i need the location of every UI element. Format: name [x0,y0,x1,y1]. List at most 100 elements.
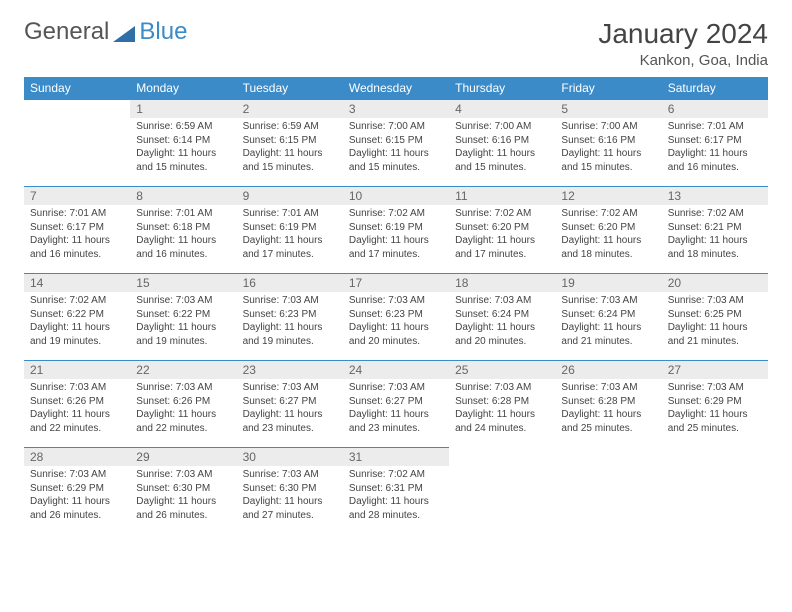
weekday-header: Sunday [24,77,130,100]
calendar-day-cell: 29Sunrise: 7:03 AMSunset: 6:30 PMDayligh… [130,448,236,535]
page-subtitle: Kankon, Goa, India [598,52,768,69]
calendar-day-cell: 13Sunrise: 7:02 AMSunset: 6:21 PMDayligh… [662,187,768,274]
day-number: 15 [130,274,236,292]
day-details: Sunrise: 7:00 AMSunset: 6:16 PMDaylight:… [449,118,555,178]
calendar-day-cell: 30Sunrise: 7:03 AMSunset: 6:30 PMDayligh… [237,448,343,535]
title-block: January 2024 Kankon, Goa, India [598,18,768,69]
day-details: Sunrise: 7:01 AMSunset: 6:19 PMDaylight:… [237,205,343,265]
day-details: Sunrise: 7:02 AMSunset: 6:21 PMDaylight:… [662,205,768,265]
day-number: 22 [130,361,236,379]
day-details: Sunrise: 7:03 AMSunset: 6:29 PMDaylight:… [662,379,768,439]
day-number: 2 [237,100,343,118]
day-number: 25 [449,361,555,379]
weekday-header-row: Sunday Monday Tuesday Wednesday Thursday… [24,77,768,100]
weekday-header: Monday [130,77,236,100]
day-number: 3 [343,100,449,118]
day-details: Sunrise: 7:03 AMSunset: 6:28 PMDaylight:… [449,379,555,439]
calendar-day-cell: 8Sunrise: 7:01 AMSunset: 6:18 PMDaylight… [130,187,236,274]
calendar-day-cell: 16Sunrise: 7:03 AMSunset: 6:23 PMDayligh… [237,274,343,361]
calendar-day-cell: 17Sunrise: 7:03 AMSunset: 6:23 PMDayligh… [343,274,449,361]
calendar-day-cell: 6Sunrise: 7:01 AMSunset: 6:17 PMDaylight… [662,100,768,187]
calendar-day-cell: 26Sunrise: 7:03 AMSunset: 6:28 PMDayligh… [555,361,661,448]
day-number: 24 [343,361,449,379]
day-details: Sunrise: 7:02 AMSunset: 6:20 PMDaylight:… [555,205,661,265]
day-number: 6 [662,100,768,118]
day-details: Sunrise: 7:02 AMSunset: 6:22 PMDaylight:… [24,292,130,352]
day-details: Sunrise: 7:01 AMSunset: 6:17 PMDaylight:… [662,118,768,178]
calendar-day-cell: 24Sunrise: 7:03 AMSunset: 6:27 PMDayligh… [343,361,449,448]
weekday-header: Wednesday [343,77,449,100]
day-number: 9 [237,187,343,205]
day-number: 29 [130,448,236,466]
calendar-day-cell: 2Sunrise: 6:59 AMSunset: 6:15 PMDaylight… [237,100,343,187]
day-details: Sunrise: 7:03 AMSunset: 6:26 PMDaylight:… [130,379,236,439]
day-number: 12 [555,187,661,205]
day-details: Sunrise: 6:59 AMSunset: 6:15 PMDaylight:… [237,118,343,178]
calendar-week-row: 28Sunrise: 7:03 AMSunset: 6:29 PMDayligh… [24,448,768,535]
calendar-day-cell: 28Sunrise: 7:03 AMSunset: 6:29 PMDayligh… [24,448,130,535]
day-details: Sunrise: 7:02 AMSunset: 6:19 PMDaylight:… [343,205,449,265]
day-details: Sunrise: 7:00 AMSunset: 6:15 PMDaylight:… [343,118,449,178]
day-details: Sunrise: 7:03 AMSunset: 6:24 PMDaylight:… [449,292,555,352]
day-details: Sunrise: 7:03 AMSunset: 6:30 PMDaylight:… [237,466,343,526]
day-number: 26 [555,361,661,379]
calendar-day-cell: 12Sunrise: 7:02 AMSunset: 6:20 PMDayligh… [555,187,661,274]
calendar-day-cell: 5Sunrise: 7:00 AMSunset: 6:16 PMDaylight… [555,100,661,187]
day-details: Sunrise: 7:03 AMSunset: 6:24 PMDaylight:… [555,292,661,352]
calendar-day-cell: 1Sunrise: 6:59 AMSunset: 6:14 PMDaylight… [130,100,236,187]
weekday-header: Tuesday [237,77,343,100]
logo: General Blue [24,18,187,46]
calendar-day-cell: 10Sunrise: 7:02 AMSunset: 6:19 PMDayligh… [343,187,449,274]
day-details: Sunrise: 7:03 AMSunset: 6:27 PMDaylight:… [237,379,343,439]
calendar-day-cell: 27Sunrise: 7:03 AMSunset: 6:29 PMDayligh… [662,361,768,448]
header: General Blue January 2024 Kankon, Goa, I… [24,18,768,69]
calendar-day-cell: 11Sunrise: 7:02 AMSunset: 6:20 PMDayligh… [449,187,555,274]
day-details: Sunrise: 7:03 AMSunset: 6:22 PMDaylight:… [130,292,236,352]
page-title: January 2024 [598,18,768,50]
weekday-header: Friday [555,77,661,100]
day-number: 19 [555,274,661,292]
day-number: 4 [449,100,555,118]
day-details: Sunrise: 7:00 AMSunset: 6:16 PMDaylight:… [555,118,661,178]
day-details: Sunrise: 7:02 AMSunset: 6:20 PMDaylight:… [449,205,555,265]
logo-text-1: General [24,18,109,46]
calendar-week-row: 7Sunrise: 7:01 AMSunset: 6:17 PMDaylight… [24,187,768,274]
day-details: Sunrise: 7:03 AMSunset: 6:23 PMDaylight:… [237,292,343,352]
calendar-day-cell: 21Sunrise: 7:03 AMSunset: 6:26 PMDayligh… [24,361,130,448]
calendar-day-cell: 25Sunrise: 7:03 AMSunset: 6:28 PMDayligh… [449,361,555,448]
day-number: 21 [24,361,130,379]
calendar-day-cell [662,448,768,535]
calendar-table: Sunday Monday Tuesday Wednesday Thursday… [24,77,768,534]
day-details: Sunrise: 7:01 AMSunset: 6:18 PMDaylight:… [130,205,236,265]
day-number: 1 [130,100,236,118]
calendar-week-row: 14Sunrise: 7:02 AMSunset: 6:22 PMDayligh… [24,274,768,361]
day-details: Sunrise: 7:02 AMSunset: 6:31 PMDaylight:… [343,466,449,526]
day-details: Sunrise: 7:03 AMSunset: 6:29 PMDaylight:… [24,466,130,526]
day-details: Sunrise: 7:03 AMSunset: 6:23 PMDaylight:… [343,292,449,352]
calendar-day-cell: 19Sunrise: 7:03 AMSunset: 6:24 PMDayligh… [555,274,661,361]
day-details: Sunrise: 7:03 AMSunset: 6:26 PMDaylight:… [24,379,130,439]
calendar-day-cell [24,100,130,187]
day-number: 28 [24,448,130,466]
day-details: Sunrise: 7:03 AMSunset: 6:27 PMDaylight:… [343,379,449,439]
calendar-day-cell: 22Sunrise: 7:03 AMSunset: 6:26 PMDayligh… [130,361,236,448]
calendar-day-cell: 9Sunrise: 7:01 AMSunset: 6:19 PMDaylight… [237,187,343,274]
day-number: 14 [24,274,130,292]
day-number: 20 [662,274,768,292]
day-number: 11 [449,187,555,205]
day-number: 7 [24,187,130,205]
calendar-day-cell: 31Sunrise: 7:02 AMSunset: 6:31 PMDayligh… [343,448,449,535]
calendar-day-cell: 20Sunrise: 7:03 AMSunset: 6:25 PMDayligh… [662,274,768,361]
calendar-day-cell: 18Sunrise: 7:03 AMSunset: 6:24 PMDayligh… [449,274,555,361]
calendar-day-cell: 23Sunrise: 7:03 AMSunset: 6:27 PMDayligh… [237,361,343,448]
calendar-day-cell [555,448,661,535]
day-number: 13 [662,187,768,205]
day-number: 18 [449,274,555,292]
calendar-week-row: 1Sunrise: 6:59 AMSunset: 6:14 PMDaylight… [24,100,768,187]
weekday-header: Saturday [662,77,768,100]
calendar-day-cell: 15Sunrise: 7:03 AMSunset: 6:22 PMDayligh… [130,274,236,361]
calendar-day-cell: 7Sunrise: 7:01 AMSunset: 6:17 PMDaylight… [24,187,130,274]
weekday-header: Thursday [449,77,555,100]
day-number: 27 [662,361,768,379]
calendar-day-cell [449,448,555,535]
